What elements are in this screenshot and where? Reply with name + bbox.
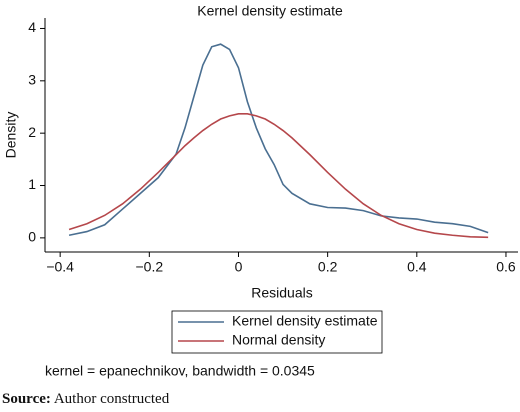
source-text: Author constructed (54, 391, 170, 407)
x-tick-label: 0.4 (407, 259, 427, 275)
note: kernel = epanechnikov, bandwidth = 0.034… (45, 363, 315, 379)
line-series (68, 113, 489, 239)
x-tick-label: 0 (235, 259, 243, 275)
source: Source: Author constructed (2, 391, 170, 407)
legend-label: Kernel density estimate (232, 313, 378, 329)
y-axis-label: Density (3, 112, 19, 159)
y-tick-label: 1 (28, 176, 36, 192)
legend-box (171, 310, 383, 354)
y-tick-label: 3 (28, 72, 36, 88)
x-tick-label: −0.4 (46, 259, 74, 275)
x-tick-label: −0.2 (135, 259, 163, 275)
y-tick-label: 0 (28, 229, 36, 245)
x-axis-label: Residuals (251, 285, 312, 301)
line-series (68, 43, 489, 237)
x-tick-label: 0.6 (496, 259, 516, 275)
legend-label: Normal density (232, 332, 325, 348)
source-label: Source: (2, 391, 51, 407)
chart-title: Kernel density estimate (197, 3, 343, 19)
x-tick-label: 0.2 (318, 259, 338, 275)
y-tick-label: 2 (28, 124, 36, 140)
y-tick-label: 4 (28, 19, 36, 35)
